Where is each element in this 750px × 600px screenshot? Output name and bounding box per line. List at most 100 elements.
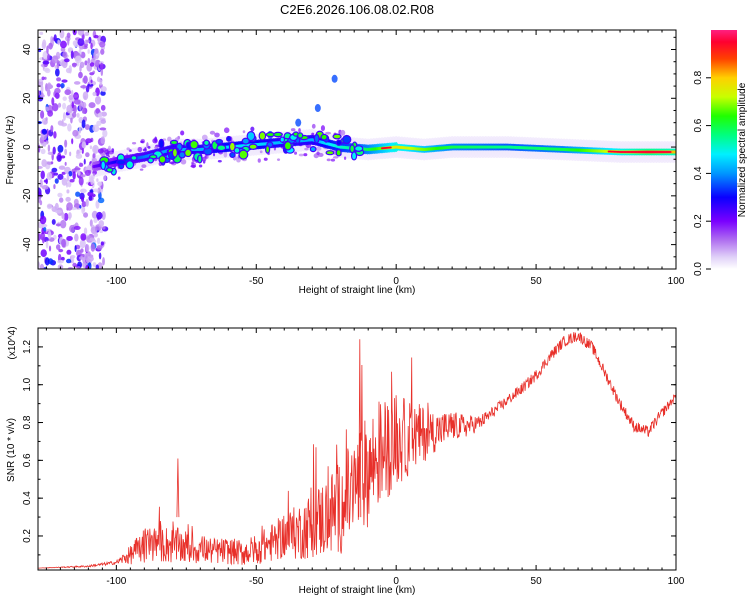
noise-blob bbox=[95, 200, 100, 209]
noise-blob bbox=[100, 90, 106, 96]
noise-blob bbox=[45, 240, 49, 249]
noise-blob bbox=[38, 48, 42, 53]
ridge-blob bbox=[283, 141, 292, 151]
noise-blob bbox=[73, 99, 81, 105]
noise-blob bbox=[68, 170, 73, 177]
noise-blob bbox=[201, 134, 208, 141]
ridge-blob bbox=[264, 145, 271, 154]
noise-blob bbox=[89, 237, 96, 242]
noise-blob bbox=[89, 72, 95, 76]
noise-blob bbox=[85, 244, 90, 253]
colorbar: 0.0 0.2 0.4 0.6 0.8 Normalized spectral ampl… bbox=[693, 30, 748, 276]
ridge-blob bbox=[335, 139, 343, 146]
noise-blob bbox=[57, 173, 64, 180]
noise-blob bbox=[96, 120, 102, 127]
noise-blob bbox=[190, 164, 196, 168]
noise-blob bbox=[90, 79, 93, 84]
noise-blob bbox=[44, 76, 47, 80]
ridge-blob bbox=[189, 139, 199, 150]
noise-blob bbox=[217, 160, 222, 163]
ridge-blob bbox=[279, 136, 286, 143]
y-tick-label: 0.8 bbox=[22, 415, 33, 429]
snr-ylabel: SNR (10 * v/v) bbox=[6, 418, 17, 482]
snr-multiplier-label: (x10^4) bbox=[7, 326, 18, 359]
ridge-blob bbox=[226, 135, 232, 142]
colorbar-tick-label: 0.6 bbox=[693, 118, 704, 132]
noise-blob bbox=[213, 153, 216, 157]
ridge-blob bbox=[228, 141, 236, 152]
noise-blob bbox=[66, 32, 71, 39]
noise-blob bbox=[88, 102, 96, 109]
ridge-blob bbox=[125, 160, 135, 170]
noise-blob bbox=[223, 127, 230, 134]
noise-blob bbox=[63, 212, 69, 221]
noise-blob bbox=[89, 62, 95, 67]
ridge-blob bbox=[116, 159, 127, 166]
noise-blob bbox=[53, 184, 56, 190]
noise-blob bbox=[96, 237, 101, 245]
noise-blob bbox=[142, 148, 147, 152]
noise-blob bbox=[42, 39, 47, 49]
noise-blob bbox=[41, 128, 48, 135]
noise-blob bbox=[209, 130, 216, 135]
noise-blob bbox=[47, 230, 52, 240]
noise-blob bbox=[60, 82, 65, 89]
noise-blob bbox=[83, 227, 88, 235]
y-tick-label: -20 bbox=[22, 188, 33, 203]
snr-background bbox=[38, 328, 676, 570]
noise-blob bbox=[47, 110, 54, 117]
snr-multiplier: (x10^4) bbox=[7, 326, 18, 359]
noise-blob bbox=[72, 262, 77, 268]
x-tick-label: 100 bbox=[668, 276, 685, 287]
noise-blob bbox=[46, 172, 53, 180]
noise-blob bbox=[311, 123, 316, 129]
noise-blob bbox=[40, 148, 46, 155]
x-tick-label: 50 bbox=[531, 276, 543, 287]
noise-blob bbox=[45, 117, 48, 121]
noise-blob bbox=[92, 124, 100, 133]
noise-blob bbox=[54, 202, 59, 211]
noise-blob bbox=[77, 30, 85, 36]
x-tick-label: -50 bbox=[249, 576, 264, 587]
noise-blob bbox=[98, 220, 105, 227]
noise-blob bbox=[87, 57, 91, 65]
colorbar-label: Normalized spectral amplitude bbox=[737, 82, 748, 217]
noise-blob bbox=[82, 91, 89, 101]
noise-blob bbox=[81, 119, 86, 129]
noise-blob bbox=[96, 76, 101, 83]
noise-blob bbox=[250, 126, 255, 132]
noise-blob bbox=[140, 140, 144, 144]
noise-blob bbox=[82, 101, 87, 109]
noise-blob bbox=[38, 165, 43, 170]
noise-blob bbox=[48, 245, 52, 252]
ridge-blob bbox=[349, 144, 356, 154]
noise-blob bbox=[77, 266, 81, 269]
noise-blob bbox=[39, 94, 45, 98]
noise-blob bbox=[58, 165, 66, 170]
noise-blob bbox=[92, 152, 96, 159]
noise-blob bbox=[74, 245, 77, 253]
ridge-blob bbox=[325, 150, 335, 156]
noise-blob bbox=[191, 161, 194, 165]
noise-blob bbox=[46, 128, 49, 138]
noise-blob bbox=[47, 151, 54, 155]
noise-blob bbox=[100, 104, 106, 111]
noise-blob bbox=[343, 156, 347, 160]
noise-blob bbox=[55, 68, 60, 77]
noise-blob bbox=[47, 82, 52, 90]
noise-blob bbox=[79, 188, 87, 193]
noise-blob bbox=[79, 61, 85, 69]
noise-blob bbox=[84, 124, 90, 130]
noise-blob bbox=[41, 159, 47, 168]
noise-blob bbox=[51, 167, 58, 173]
noise-blob bbox=[40, 249, 47, 258]
noise-blob bbox=[88, 195, 93, 201]
noise-blob bbox=[43, 227, 47, 232]
noise-blob bbox=[58, 248, 64, 253]
noise-blob bbox=[66, 104, 73, 114]
noise-blob bbox=[89, 219, 93, 227]
noise-blob bbox=[96, 178, 99, 183]
noise-blob bbox=[325, 131, 332, 135]
noise-blob bbox=[101, 111, 107, 117]
noise-blob bbox=[57, 39, 61, 46]
